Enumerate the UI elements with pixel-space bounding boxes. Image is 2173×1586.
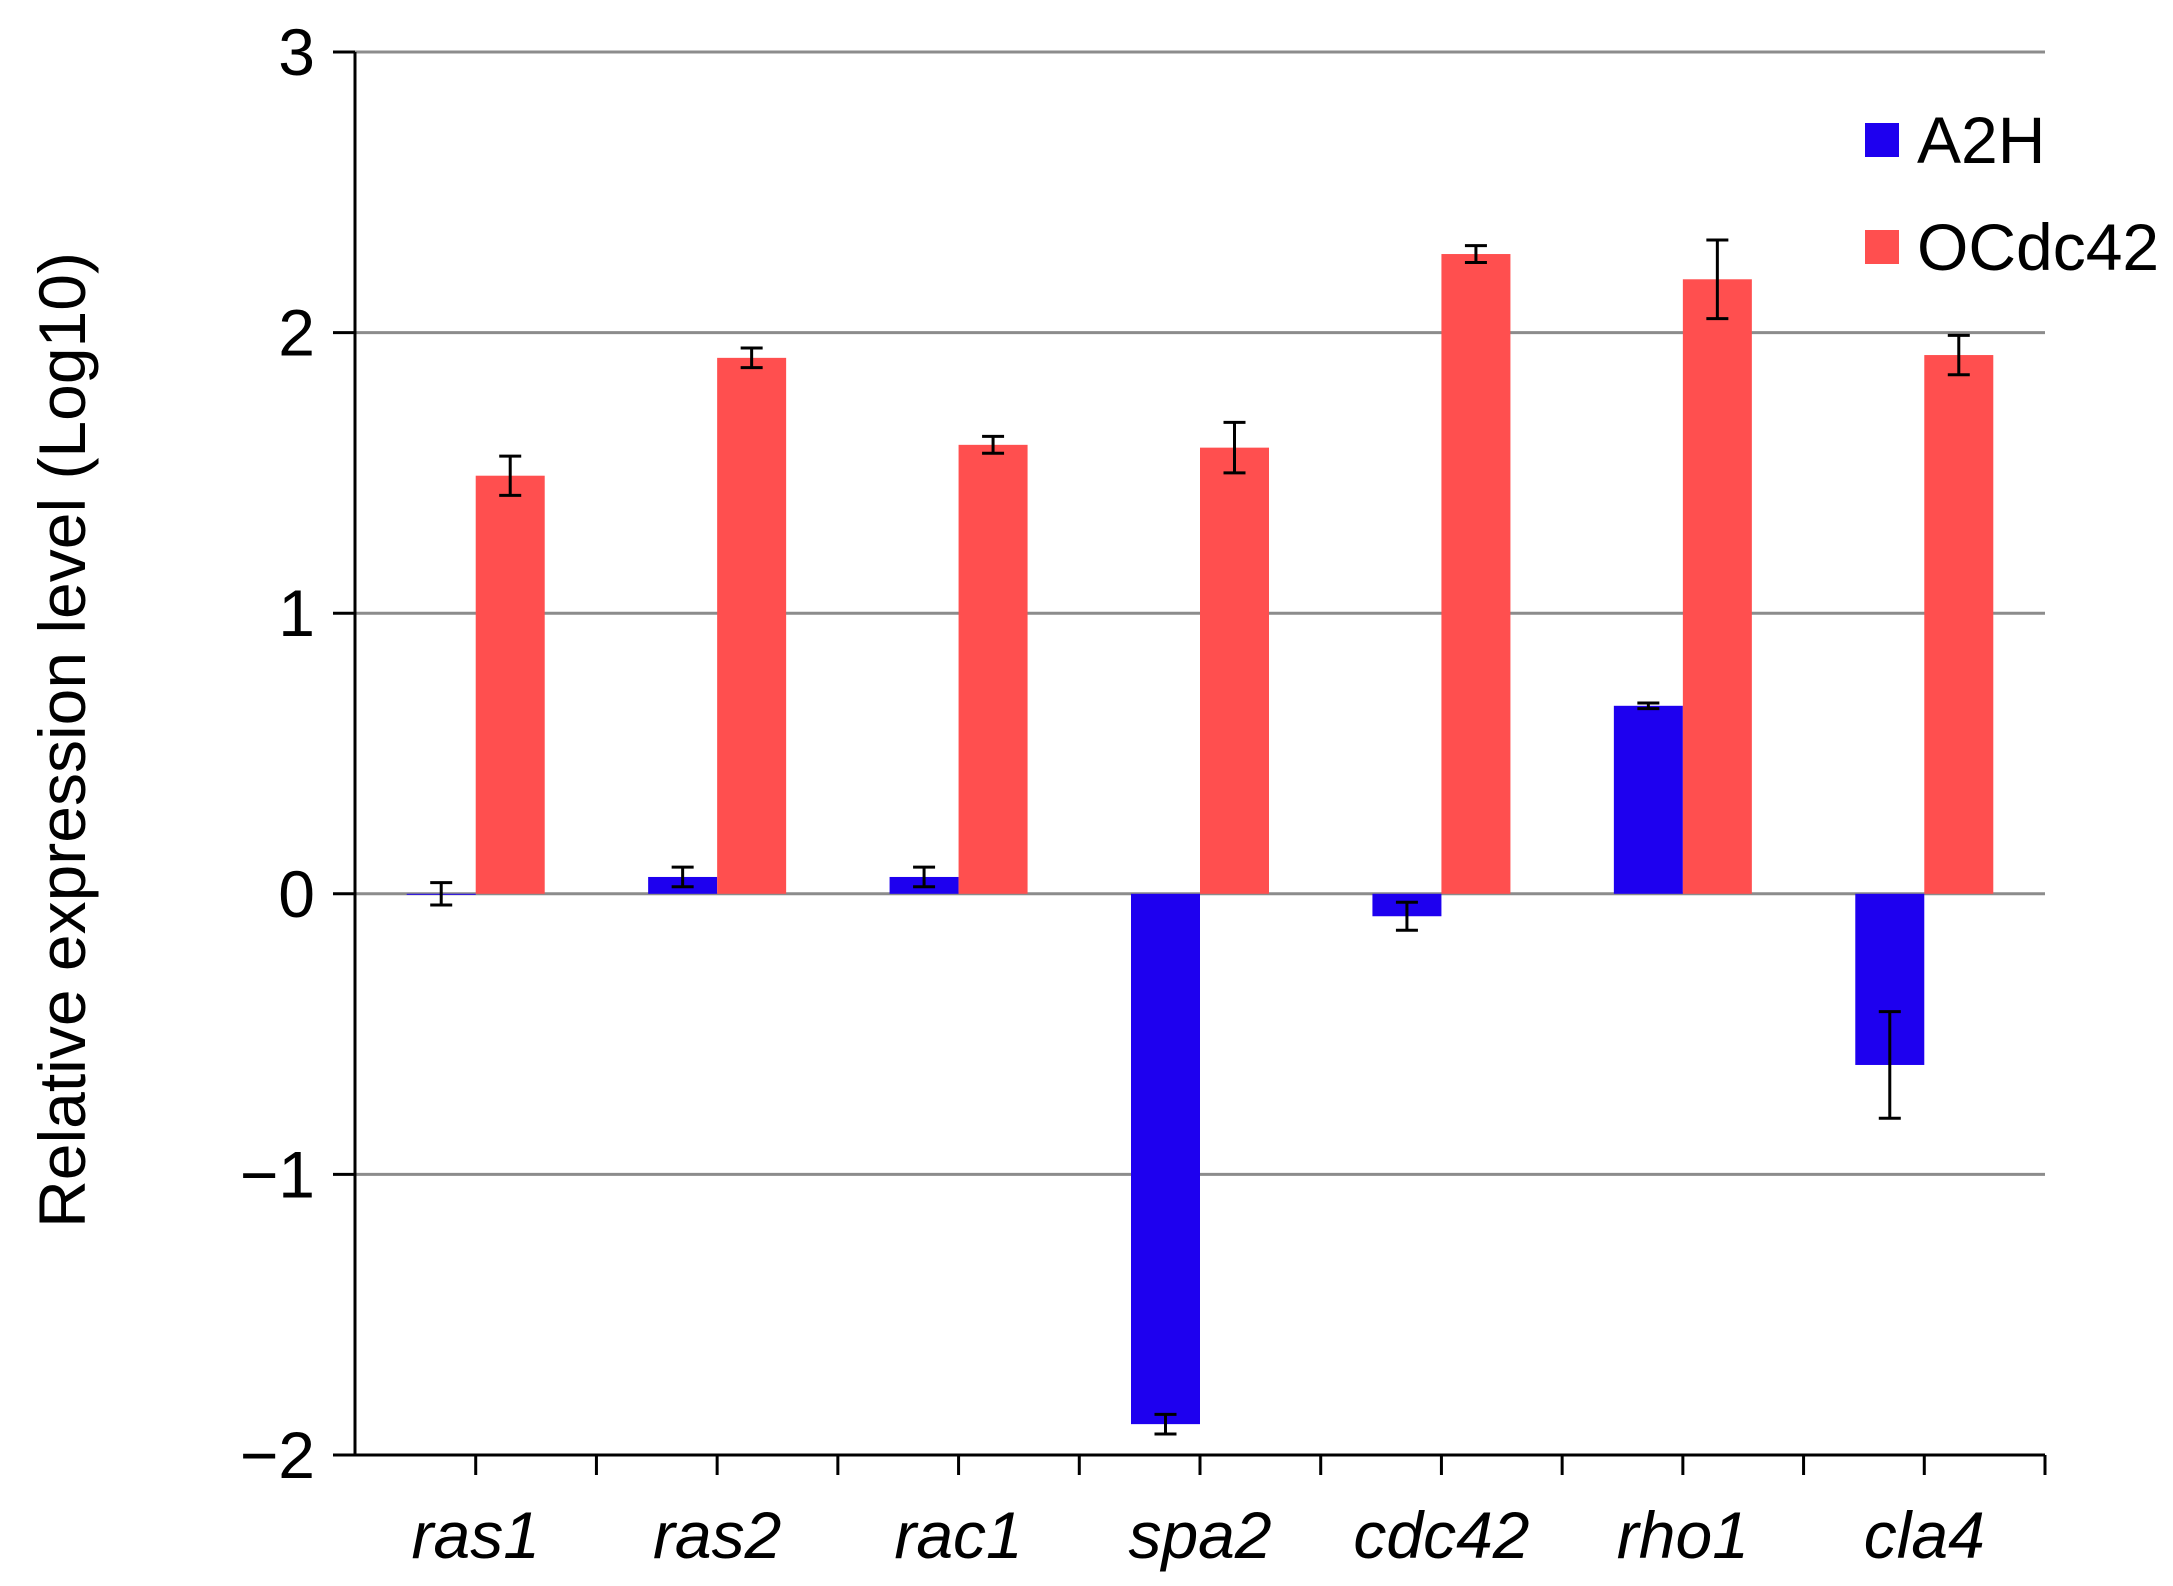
legend-label-ocdc42: OCdc42 — [1917, 210, 2159, 284]
bar-ocdc42-ras1 — [475, 475, 545, 894]
x-tick-label-rho1: rho1 — [1617, 1498, 1749, 1572]
bar-ocdc42-cla4 — [1924, 355, 1994, 894]
legend-swatch-ocdc42 — [1865, 230, 1899, 264]
bar-ocdc42-ras2 — [717, 357, 787, 894]
y-axis-label: Relative expression level (Log10) — [25, 252, 99, 1228]
legend-swatch-a2h — [1865, 123, 1899, 157]
bar-a2h-rho1 — [1613, 705, 1683, 894]
legend-label-a2h: A2H — [1917, 103, 2045, 177]
legend: A2H OCdc42 — [1865, 103, 2159, 284]
y-tick-label: −1 — [240, 1137, 315, 1211]
x-tick-label-cla4: cla4 — [1864, 1498, 1985, 1572]
y-tick-label: 1 — [278, 576, 315, 650]
y-ticks: −2 −1 0 1 2 3 — [240, 15, 355, 1492]
x-tick-label-rac1: rac1 — [894, 1498, 1022, 1572]
y-tick-label: 0 — [278, 857, 315, 931]
x-tick-label-spa2: spa2 — [1128, 1498, 1271, 1572]
x-tick-label-ras1: ras1 — [412, 1498, 540, 1572]
x-tick-label-cdc42: cdc42 — [1353, 1498, 1529, 1572]
bar-ocdc42-spa2 — [1200, 447, 1269, 894]
bars — [406, 254, 1994, 1425]
y-tick-label: 2 — [278, 296, 315, 370]
y-tick-label: 3 — [278, 15, 315, 89]
x-tick-label-ras2: ras2 — [653, 1498, 781, 1572]
x-ticks: ras1 ras2 rac1 spa2 cdc42 rho1 cla4 — [412, 1455, 2047, 1572]
y-tick-label: −2 — [240, 1418, 315, 1492]
bar-ocdc42-rac1 — [958, 444, 1028, 894]
bar-ocdc42-rho1 — [1682, 279, 1752, 894]
bar-a2h-spa2 — [1131, 893, 1200, 1425]
bar-ocdc42-cdc42 — [1441, 254, 1511, 894]
error-bars — [430, 238, 1970, 1436]
